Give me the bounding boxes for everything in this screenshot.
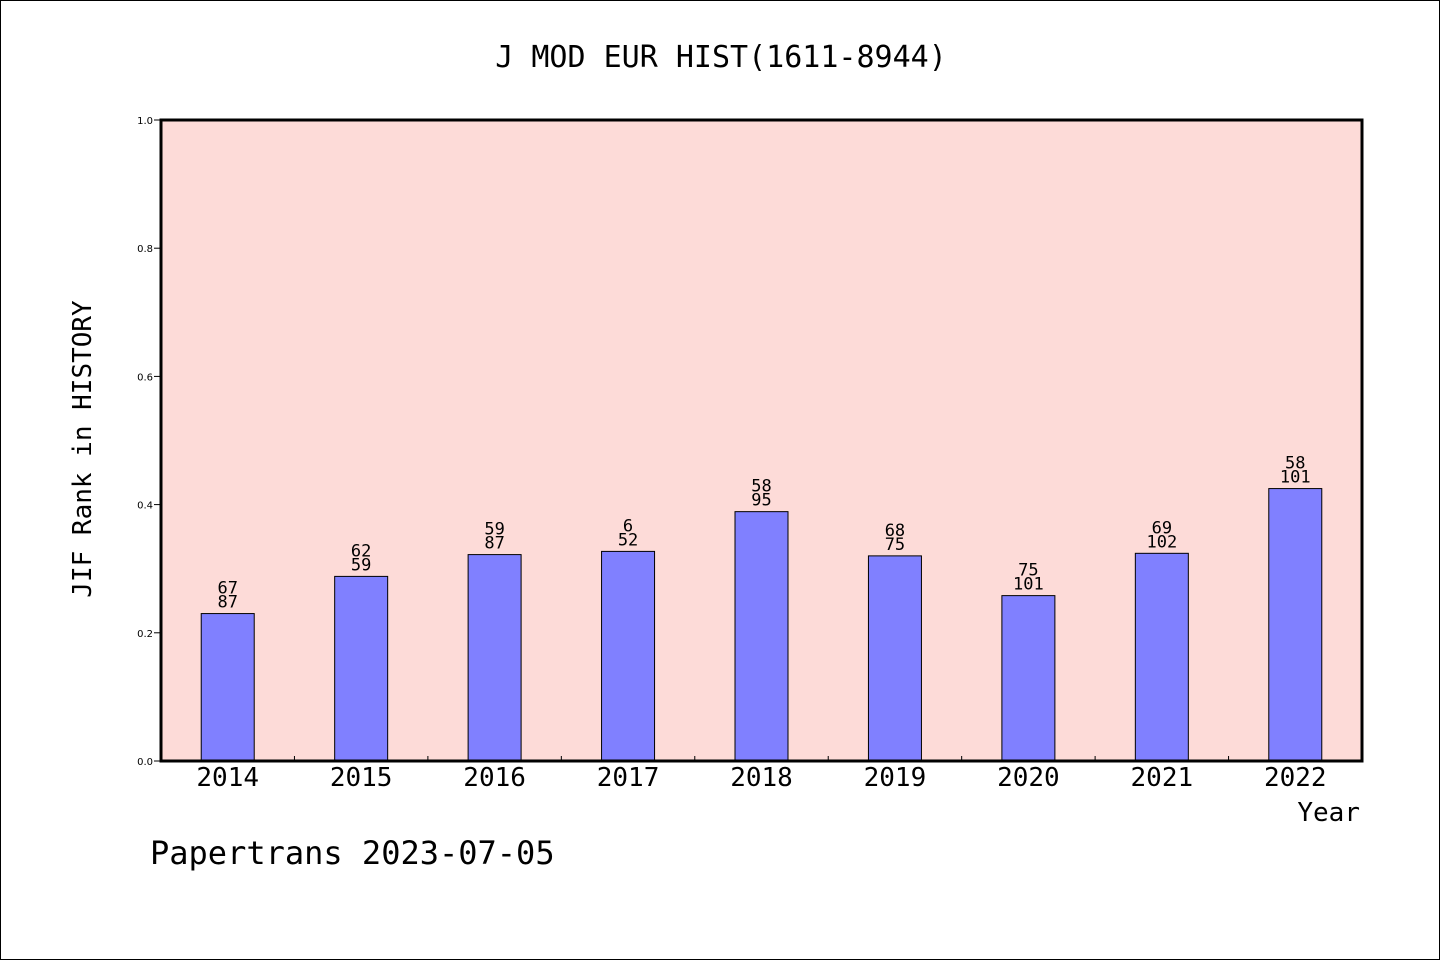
bar-label-bottom: 101 bbox=[1280, 468, 1311, 488]
footer-text: Papertrans 2023-07-05 bbox=[150, 834, 555, 872]
bar-label-top: 62 bbox=[351, 541, 371, 561]
y-axis-label: JIF Rank in HISTORY bbox=[68, 300, 98, 598]
bar-2015 bbox=[334, 575, 389, 762]
y-tick-label: 1.0 bbox=[137, 116, 153, 127]
y-tick-label: 0.8 bbox=[137, 244, 153, 255]
x-axis: 2014 2015 2016 2017 2018 2019 2020 2021 2022 bbox=[196, 756, 1327, 793]
bar-label-bottom: 59 bbox=[351, 555, 371, 575]
bar-label-top: 69 bbox=[1152, 518, 1172, 538]
bar-label-bottom: 87 bbox=[217, 593, 237, 613]
x-tick-label: 2020 bbox=[997, 763, 1060, 793]
bar-2021 bbox=[1134, 552, 1189, 762]
x-tick-label: 2019 bbox=[864, 763, 927, 793]
y-tick-label: 0.4 bbox=[137, 501, 153, 512]
x-tick-label: 2017 bbox=[597, 763, 660, 793]
bar-label-bottom: 102 bbox=[1146, 532, 1177, 552]
bar-2022 bbox=[1268, 488, 1323, 762]
bar-label-bottom: 95 bbox=[751, 491, 771, 511]
y-tick-label: 0.6 bbox=[137, 372, 153, 383]
bar-2016 bbox=[467, 554, 522, 762]
y-tick-label: 0.2 bbox=[137, 629, 153, 640]
bar-2014 bbox=[200, 613, 255, 762]
bar-label-top: 75 bbox=[1018, 561, 1038, 581]
bar-2019 bbox=[867, 555, 922, 762]
x-tick-label: 2018 bbox=[730, 763, 793, 793]
bar-label-bottom: 101 bbox=[1013, 575, 1044, 595]
bar-label-top: 67 bbox=[217, 579, 237, 599]
plot-frame bbox=[159, 118, 1364, 763]
bar-label-top: 6 bbox=[623, 516, 633, 536]
x-tick-label: 2014 bbox=[196, 763, 259, 793]
y-axis: 0.0 0.2 0.4 0.6 0.8 1.0 bbox=[137, 116, 161, 768]
x-axis-label: Year bbox=[1297, 798, 1360, 828]
bar-label-bottom: 75 bbox=[885, 535, 905, 555]
bar-label-bottom: 87 bbox=[484, 534, 504, 554]
chart-title: J MOD EUR HIST(1611-8944) bbox=[495, 40, 947, 75]
bar-label-top: 58 bbox=[1285, 454, 1305, 474]
bar-label-top: 68 bbox=[885, 521, 905, 541]
y-tick-label: 0.0 bbox=[137, 757, 153, 768]
bar-label-top: 58 bbox=[751, 477, 771, 497]
x-tick-label: 2021 bbox=[1131, 763, 1194, 793]
bar-2017 bbox=[601, 550, 656, 762]
bar-label-bottom: 52 bbox=[618, 530, 638, 550]
bar-2018 bbox=[734, 511, 789, 762]
bar-2020 bbox=[1001, 595, 1056, 762]
x-tick-label: 2016 bbox=[463, 763, 526, 793]
bar-label-top: 59 bbox=[484, 520, 504, 540]
x-tick-label: 2015 bbox=[330, 763, 393, 793]
x-tick-label: 2022 bbox=[1264, 763, 1327, 793]
bar-series bbox=[200, 488, 1323, 762]
